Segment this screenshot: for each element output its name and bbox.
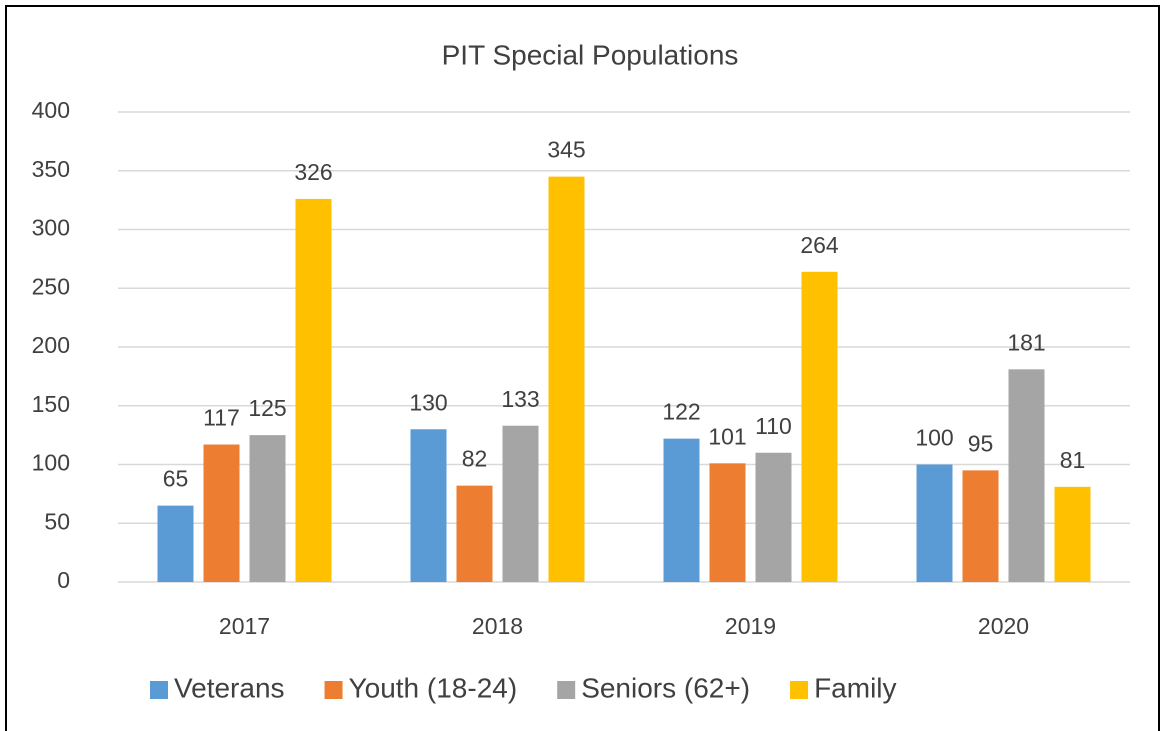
bar — [801, 271, 838, 582]
bar — [502, 425, 539, 582]
bar — [548, 176, 585, 582]
legend-swatch — [790, 681, 809, 699]
y-tick-label: 350 — [32, 156, 70, 182]
bar — [755, 452, 792, 582]
legend-swatch — [150, 681, 168, 699]
data-label: 125 — [248, 395, 286, 421]
y-tick-label: 100 — [32, 450, 70, 476]
bar — [962, 470, 999, 582]
data-label: 95 — [968, 430, 994, 456]
bar — [916, 464, 953, 582]
data-label: 82 — [462, 446, 488, 472]
y-tick-label: 0 — [57, 567, 70, 593]
data-label: 117 — [203, 405, 240, 431]
data-label: 110 — [755, 413, 792, 439]
chart-title: PIT Special Populations — [442, 39, 739, 70]
y-tick-label: 150 — [32, 391, 70, 417]
data-label: 81 — [1060, 447, 1086, 473]
bar — [1054, 486, 1091, 582]
bar — [410, 429, 447, 582]
legend-label: Family — [814, 672, 896, 703]
legend-swatch — [324, 681, 343, 699]
x-tick-label: 2019 — [725, 613, 776, 639]
y-tick-label: 200 — [32, 332, 70, 358]
data-label: 65 — [163, 466, 189, 492]
legend-label: Seniors (62+) — [581, 672, 750, 703]
data-label: 181 — [1007, 329, 1045, 355]
bar — [709, 463, 746, 582]
legend-label: Youth (18-24) — [349, 672, 518, 703]
data-label: 345 — [547, 137, 585, 163]
x-tick-label: 2018 — [472, 613, 523, 639]
legend-swatch — [557, 681, 576, 699]
x-tick-label: 2017 — [219, 613, 270, 639]
bar — [295, 198, 332, 582]
data-label: 100 — [915, 425, 953, 451]
data-label: 326 — [294, 159, 332, 185]
bar — [456, 485, 493, 582]
y-tick-label: 50 — [44, 508, 70, 534]
data-label: 130 — [409, 389, 447, 415]
y-tick-label: 300 — [32, 215, 70, 241]
data-label: 122 — [662, 399, 700, 425]
x-tick-label: 2020 — [978, 613, 1029, 639]
y-tick-label: 400 — [32, 97, 70, 123]
data-label: 101 — [708, 423, 746, 449]
bar — [1008, 369, 1045, 582]
y-tick-label: 250 — [32, 273, 70, 299]
bar — [249, 435, 286, 582]
bar — [663, 438, 700, 582]
legend-label: Veterans — [174, 672, 285, 703]
data-label: 264 — [800, 232, 839, 258]
bar — [203, 444, 240, 582]
data-label: 133 — [501, 386, 539, 412]
bar — [157, 505, 194, 582]
